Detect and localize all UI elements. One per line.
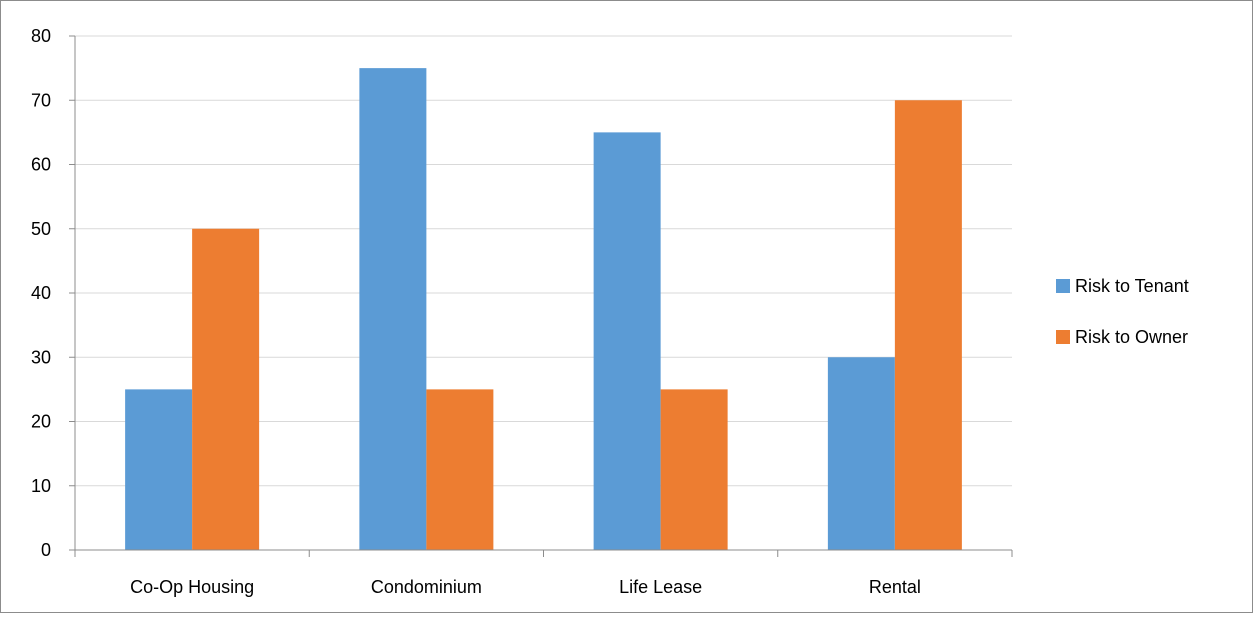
y-tick-label: 20 [31, 412, 51, 432]
bar-risk-to-owner-co-op-housing [192, 228, 260, 550]
y-tick-label: 70 [31, 90, 51, 110]
legend-swatch-risk-to-owner [1056, 330, 1070, 344]
axes: 0 10 20 30 40 50 60 70 80 Co-Op Housing Condominiu… [31, 26, 1013, 597]
bar-risk-to-owner-condominium [426, 389, 494, 550]
x-tick-label: Co-Op Housing [130, 577, 254, 597]
legend-label: Risk to Owner [1075, 327, 1188, 347]
bar-risk-to-tenant-co-op-housing [125, 389, 193, 550]
y-tick-label: 40 [31, 283, 51, 303]
x-tick-label: Rental [869, 577, 921, 597]
y-tick-label: 80 [31, 26, 51, 46]
y-tick-label: 0 [41, 540, 51, 560]
legend-swatch-risk-to-tenant [1056, 279, 1070, 293]
y-tick-label: 30 [31, 347, 51, 367]
bar-risk-to-tenant-condominium [359, 68, 427, 550]
bar-risk-to-owner-life-lease [660, 389, 728, 550]
legend: Risk to Tenant Risk to Owner [1056, 276, 1189, 347]
legend-label: Risk to Tenant [1075, 276, 1189, 296]
y-tick-label: 10 [31, 476, 51, 496]
bar-risk-to-tenant-life-lease [593, 132, 661, 550]
y-tick-label: 50 [31, 219, 51, 239]
y-tick-label: 60 [31, 155, 51, 175]
bar-risk-to-tenant-rental [827, 357, 895, 550]
bars [125, 68, 962, 550]
x-tick-label: Condominium [371, 577, 482, 597]
x-tick-label: Life Lease [619, 577, 702, 597]
bar-risk-to-owner-rental [894, 100, 962, 550]
